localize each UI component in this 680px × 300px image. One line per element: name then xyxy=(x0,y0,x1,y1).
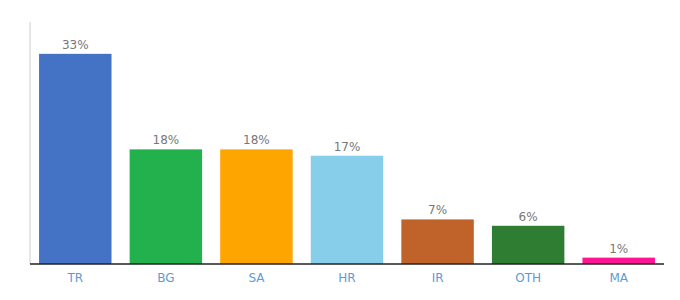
bar xyxy=(311,156,383,264)
x-tick-label: OTH xyxy=(515,271,541,285)
data-label: 17% xyxy=(334,140,361,154)
data-label: 6% xyxy=(519,210,538,224)
data-label: 18% xyxy=(153,133,180,147)
data-label: 7% xyxy=(428,203,447,217)
x-tick-label: BG xyxy=(157,271,174,285)
data-label: 18% xyxy=(243,133,270,147)
x-axis-line xyxy=(30,263,664,265)
bar xyxy=(492,226,564,264)
bar xyxy=(130,149,202,264)
x-tick-label: TR xyxy=(66,271,83,285)
bar xyxy=(582,258,654,264)
data-label: 33% xyxy=(62,38,89,52)
chart-container: TR BG SA HR IR OTH MA 33% 18% 18% 17% 7% 6% 1% xyxy=(0,0,680,300)
data-label: 1% xyxy=(609,242,628,256)
bar xyxy=(220,149,292,264)
bar xyxy=(401,219,473,264)
chart-svg: TR BG SA HR IR OTH MA 33% 18% 18% 17% 7% 6% 1% xyxy=(0,0,680,300)
bars xyxy=(39,54,655,264)
x-tick-label: IR xyxy=(432,271,444,285)
x-tick-label: SA xyxy=(248,271,265,285)
bar xyxy=(39,54,111,264)
y-axis-line xyxy=(30,22,31,264)
x-tick-label: HR xyxy=(338,271,355,285)
x-tick-label: MA xyxy=(609,271,628,285)
